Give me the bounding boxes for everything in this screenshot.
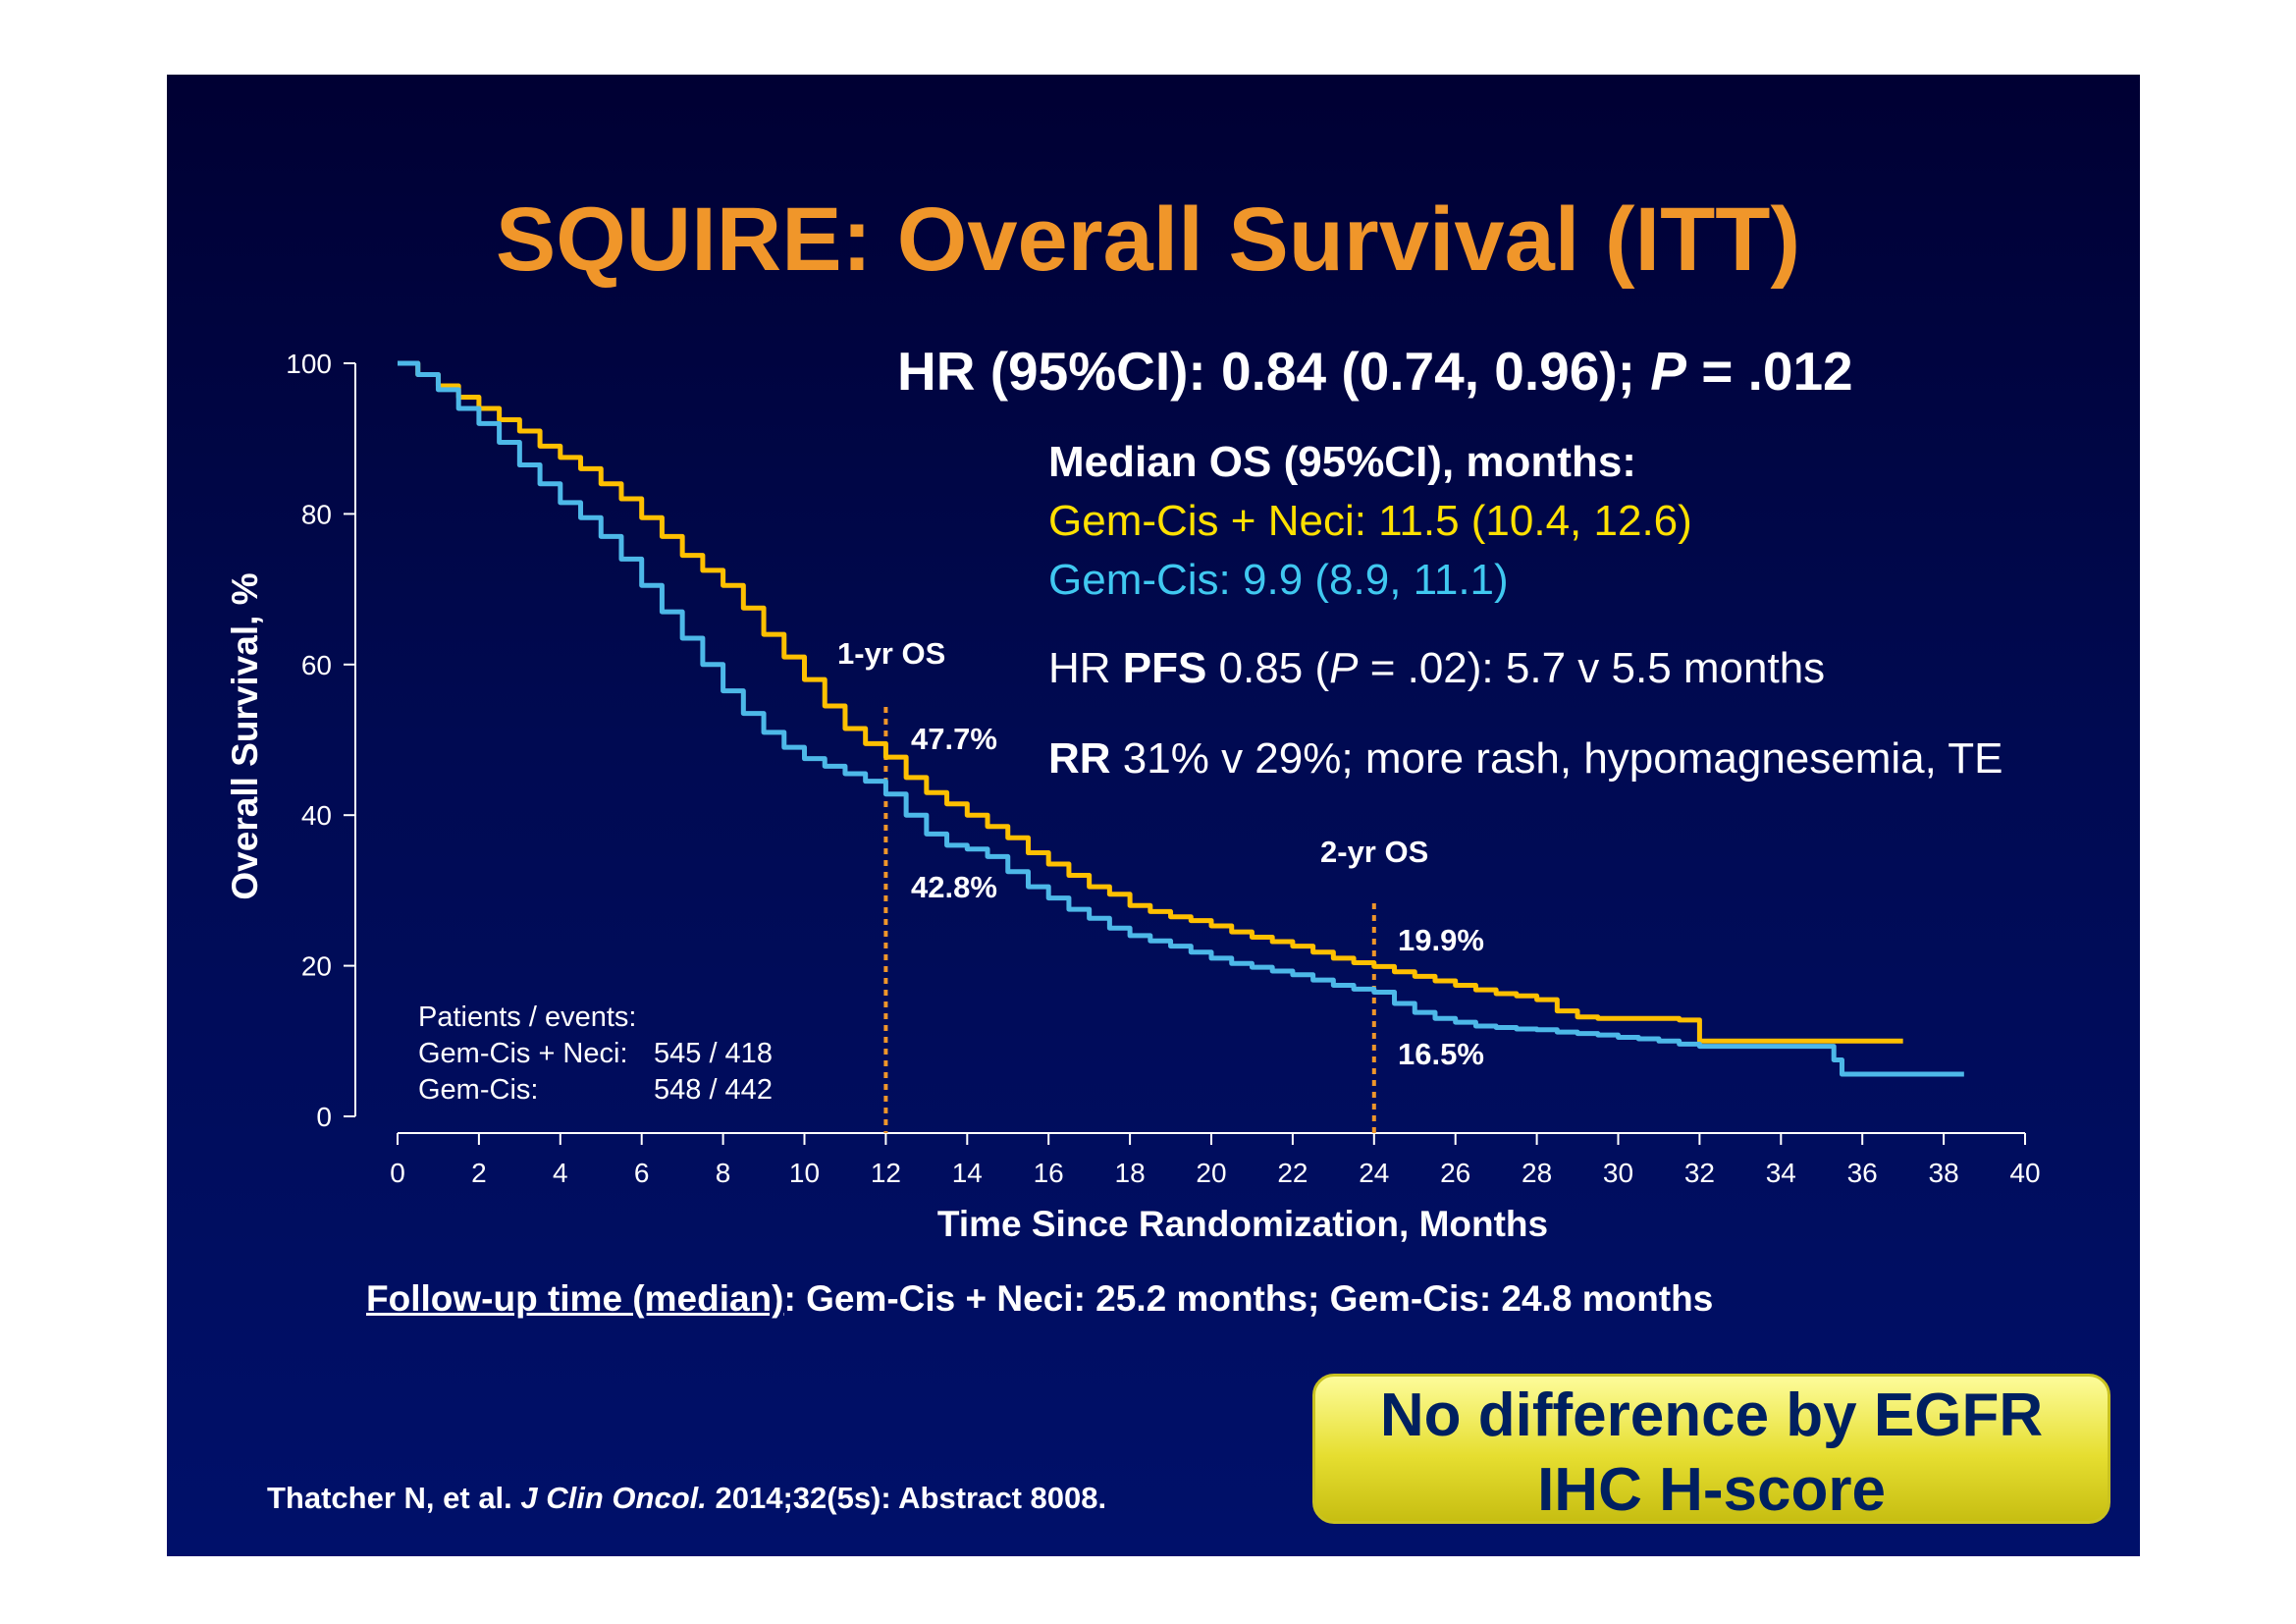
x-tick-label: 6 — [634, 1158, 650, 1188]
x-tick-label: 20 — [1196, 1158, 1226, 1188]
x-tick-label: 32 — [1684, 1158, 1715, 1188]
pfs-line: HR PFS 0.85 (P = .02): 5.7 v 5.5 months — [1048, 644, 1825, 693]
x-tick-label: 24 — [1359, 1158, 1389, 1188]
rr-bold: RR — [1048, 734, 1111, 783]
gemcis-survival-curve — [398, 360, 1964, 1077]
y-tick-label: 40 — [301, 800, 332, 831]
callout-box: No difference by EGFR IHC H-score — [1312, 1374, 2110, 1524]
hr-prefix: HR (95%CI): 0.84 (0.74, 0.96); — [897, 341, 1651, 402]
response-rate-line: RR 31% v 29%; more rash, hypomagnesemia,… — [1048, 734, 2003, 784]
pe-arm: Gem-Cis: — [418, 1074, 539, 1106]
median-os-heading: Median OS (95%CI), months: — [1048, 438, 1636, 486]
pe-value: 545 / 418 — [654, 1038, 773, 1069]
x-tick-label: 28 — [1522, 1158, 1552, 1188]
y-tick-label: 0 — [316, 1102, 332, 1132]
slide-background — [167, 75, 2140, 1556]
x-tick-label: 0 — [390, 1158, 405, 1188]
x-tick-label: 4 — [553, 1158, 568, 1188]
citation-pre: Thatcher N, et al. — [267, 1481, 521, 1515]
y-tick-label: 80 — [301, 499, 332, 529]
citation: Thatcher N, et al. J Clin Oncol. 2014;32… — [267, 1481, 1106, 1516]
rr-text: 31% v 29%; more rash, hypomagnesemia, TE — [1110, 734, 2003, 783]
pe-value: 548 / 442 — [654, 1074, 773, 1106]
pfs-bold: PFS — [1122, 644, 1207, 692]
y-tick-label: 100 — [286, 349, 332, 379]
patients-events-heading: Patients / events: — [418, 1001, 637, 1033]
hazard-ratio-line: HR (95%CI): 0.84 (0.74, 0.96); P = .012 — [897, 340, 1853, 403]
reference-lines — [883, 707, 1376, 1133]
hr-suffix: = .012 — [1685, 341, 1853, 402]
x-tick-label: 8 — [716, 1158, 731, 1188]
callout-line-1: No difference by EGFR — [1379, 1381, 2044, 1449]
survival-curves — [398, 360, 1964, 1077]
os1-gemcis-value: 42.8% — [911, 870, 997, 904]
x-tick-label: 10 — [789, 1158, 820, 1188]
pfs-mid: 0.85 ( — [1206, 644, 1330, 692]
x-tick-label: 16 — [1034, 1158, 1064, 1188]
os2-gemcis-value: 16.5% — [1398, 1037, 1484, 1071]
follow-up-line: Follow-up time (median): Gem-Cis + Neci:… — [366, 1278, 1713, 1320]
callout-line-2: IHC H-score — [1537, 1456, 1886, 1524]
y-tick-label: 60 — [301, 650, 332, 680]
x-tick-label: 22 — [1277, 1158, 1308, 1188]
x-tick-label: 40 — [2009, 1158, 2040, 1188]
pfs-pre: HR — [1048, 644, 1123, 692]
x-tick-label: 38 — [1929, 1158, 1959, 1188]
x-tick-label: 26 — [1440, 1158, 1470, 1188]
os2-label: 2-yr OS — [1320, 835, 1429, 869]
slide-title: SQUIRE: Overall Survival (ITT) — [495, 189, 1801, 290]
follow-up-label: Follow-up time (median) — [366, 1278, 784, 1319]
x-tick-label: 2 — [471, 1158, 487, 1188]
x-tick-label: 18 — [1115, 1158, 1146, 1188]
median-os-gemcis: Gem-Cis: 9.9 (8.9, 11.1) — [1048, 556, 1509, 604]
patients-events-row: Gem-Cis + Neci: 545 / 418 — [418, 1036, 773, 1072]
pfs-post: = .02): 5.7 v 5.5 months — [1358, 644, 1826, 692]
x-tick-label: 12 — [871, 1158, 901, 1188]
os2-neci-value: 19.9% — [1398, 923, 1484, 957]
patients-events-row: Gem-Cis: 548 / 442 — [418, 1072, 773, 1109]
x-axis-label: Time Since Randomization, Months — [937, 1204, 1548, 1244]
x-tick-label: 36 — [1847, 1158, 1878, 1188]
neci-survival-curve — [398, 360, 1903, 1044]
pfs-p-label: P — [1329, 644, 1359, 692]
patients-events-box: Patients / events: Gem-Cis + Neci: 545 / … — [418, 1000, 773, 1109]
os1-neci-value: 47.7% — [911, 722, 997, 756]
pe-arm: Gem-Cis + Neci: — [418, 1038, 628, 1069]
x-tick-label: 34 — [1766, 1158, 1796, 1188]
hr-p-label: P — [1650, 341, 1686, 402]
citation-journal: J Clin Oncol. — [520, 1481, 707, 1515]
median-os-neci: Gem-Cis + Neci: 11.5 (10.4, 12.6) — [1048, 497, 1692, 545]
y-tick-label: 20 — [301, 951, 332, 982]
os1-label: 1-yr OS — [837, 636, 946, 671]
x-tick-label: 14 — [952, 1158, 983, 1188]
follow-up-text: : Gem-Cis + Neci: 25.2 months; Gem-Cis: … — [783, 1278, 1714, 1319]
citation-post: 2014;32(5s): Abstract 8008. — [706, 1481, 1107, 1515]
y-axis-label: Overall Survival, % — [225, 572, 265, 899]
x-tick-label: 30 — [1603, 1158, 1633, 1188]
